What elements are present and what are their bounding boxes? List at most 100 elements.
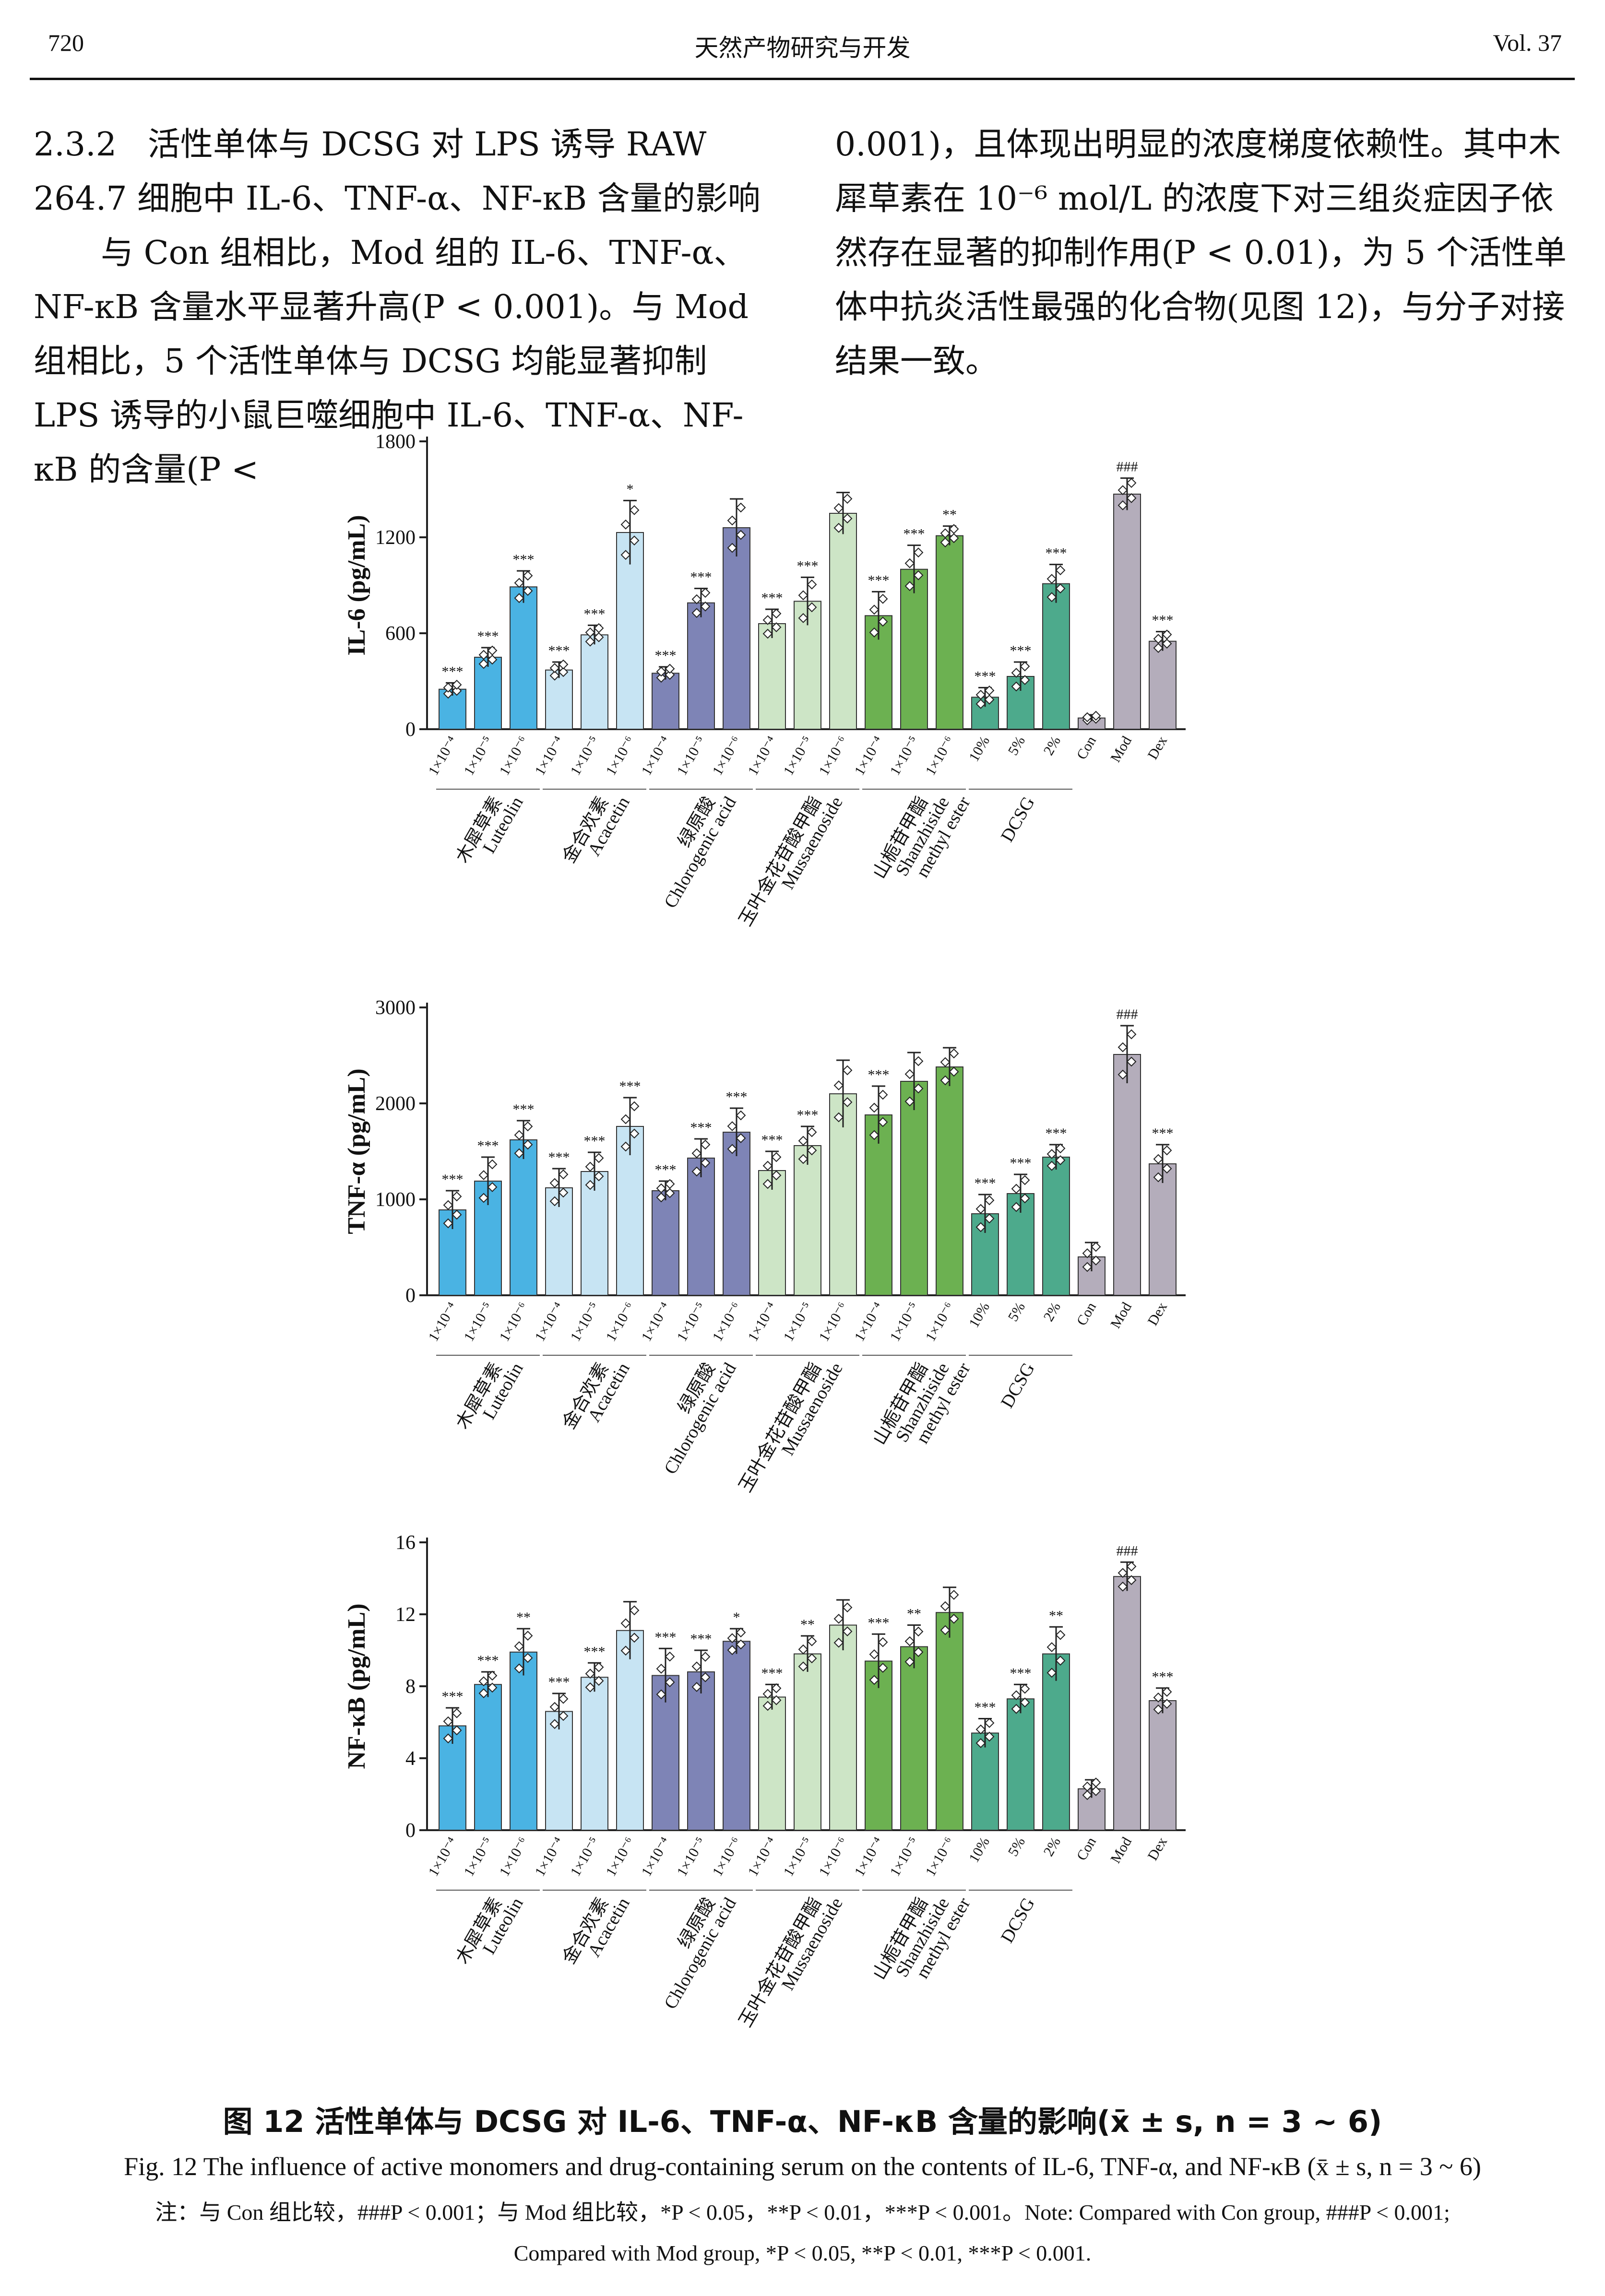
data-point (1082, 1262, 1093, 1272)
x-tick-label: 1×10⁻⁴ (638, 1300, 673, 1344)
bar (1113, 494, 1141, 730)
data-point (691, 1682, 702, 1692)
data-point (487, 1182, 498, 1192)
significance-label: *** (513, 552, 535, 568)
data-point (975, 1738, 986, 1748)
group-label: DCSG (997, 793, 1039, 846)
data-point (620, 1141, 631, 1152)
significance-label: *** (975, 668, 996, 684)
data-point (975, 1204, 986, 1214)
x-tick-label: 1×10⁻⁴ (851, 734, 886, 778)
data-point (523, 1653, 533, 1663)
figure-caption-en: Fig. 12 The influence of active monomers… (124, 2152, 1481, 2181)
bar (971, 1732, 999, 1831)
x-tick-label: 1×10⁻⁵ (567, 1300, 602, 1344)
y-tick-label: 1800 (375, 431, 416, 453)
header-rule (30, 78, 1575, 80)
bar (936, 1612, 963, 1831)
data-point (514, 1641, 524, 1651)
data-point (656, 1192, 666, 1203)
x-tick-label: 1×10⁻⁶ (603, 734, 638, 778)
data-point (949, 533, 959, 544)
data-point (1020, 661, 1030, 672)
data-point (1020, 1193, 1030, 1204)
data-point (984, 1213, 995, 1224)
data-point (656, 1183, 666, 1194)
bar (687, 1158, 715, 1296)
significance-label: *** (868, 1067, 890, 1083)
data-point (452, 1725, 462, 1736)
data-point (1091, 710, 1101, 721)
data-point (833, 1613, 844, 1624)
data-point (665, 1179, 675, 1189)
data-point (878, 1117, 888, 1127)
data-point (1055, 1155, 1066, 1165)
data-point (585, 1180, 595, 1190)
data-point (549, 670, 560, 681)
data-point (443, 1716, 453, 1727)
data-point (1118, 500, 1128, 510)
data-point (762, 1689, 773, 1699)
data-point (842, 1626, 853, 1637)
data-point (949, 1066, 959, 1077)
data-point (487, 1682, 498, 1693)
data-point (762, 1160, 773, 1171)
data-point (452, 679, 462, 690)
data-point (940, 1075, 951, 1086)
data-point (1153, 1172, 1164, 1183)
x-tick-label: 1×10⁻⁶ (496, 1834, 531, 1879)
data-point (700, 588, 711, 598)
data-point (1046, 1668, 1057, 1678)
bar (510, 1139, 537, 1296)
data-point (443, 1733, 453, 1744)
x-tick-label: 1×10⁻⁴ (425, 1834, 460, 1879)
x-tick-label: 1×10⁻⁴ (532, 1834, 567, 1879)
data-point (1126, 1561, 1137, 1572)
bar (474, 657, 502, 730)
data-point (1162, 639, 1172, 649)
data-point (975, 689, 986, 700)
data-point (1126, 478, 1137, 488)
x-tick-label: 1×10⁻⁴ (851, 1834, 886, 1879)
significance-label: *** (690, 1631, 712, 1647)
data-point (1046, 574, 1057, 584)
data-point (1162, 629, 1172, 640)
x-tick-label: Dex (1144, 734, 1170, 762)
x-tick-label: 1×10⁻⁵ (780, 734, 815, 778)
data-point (585, 1669, 595, 1679)
x-tick-label: 1×10⁻⁴ (425, 734, 460, 778)
data-point (691, 594, 702, 604)
data-point (833, 1112, 844, 1123)
data-point (656, 673, 666, 683)
data-point (478, 659, 489, 669)
data-point (656, 1689, 666, 1700)
data-point (700, 1672, 711, 1682)
data-point (1046, 592, 1057, 603)
x-tick-label: 1×10⁻⁶ (816, 734, 851, 778)
x-tick-label: 1×10⁻⁵ (780, 1834, 815, 1879)
group-label: DCSG (997, 1894, 1039, 1947)
significance-label: *** (1152, 1125, 1174, 1141)
data-point (558, 1693, 569, 1704)
data-point (558, 1187, 569, 1198)
data-point (443, 688, 453, 699)
bar (829, 1624, 857, 1831)
bar (758, 623, 786, 730)
data-point (1126, 1056, 1137, 1067)
significance-label: *** (584, 606, 606, 622)
bar (900, 568, 928, 730)
data-point (807, 1127, 817, 1137)
y-tick-label: 2000 (375, 1093, 416, 1115)
data-point (736, 502, 746, 513)
x-tick-label: 2% (1040, 1834, 1064, 1859)
significance-label: *** (975, 1700, 996, 1716)
x-tick-label: Mod (1107, 734, 1135, 765)
data-point (984, 1195, 995, 1206)
data-point (452, 686, 462, 696)
data-point (1082, 1790, 1093, 1800)
data-point (833, 503, 844, 513)
paragraph-left: 与 Con 组相比，Mod 组的 IL-6、TNF-α、NF-κB 含量水平显著… (34, 234, 749, 489)
data-point (1055, 1656, 1066, 1666)
group-label: DCSG (997, 1360, 1039, 1412)
bar (900, 1081, 928, 1296)
